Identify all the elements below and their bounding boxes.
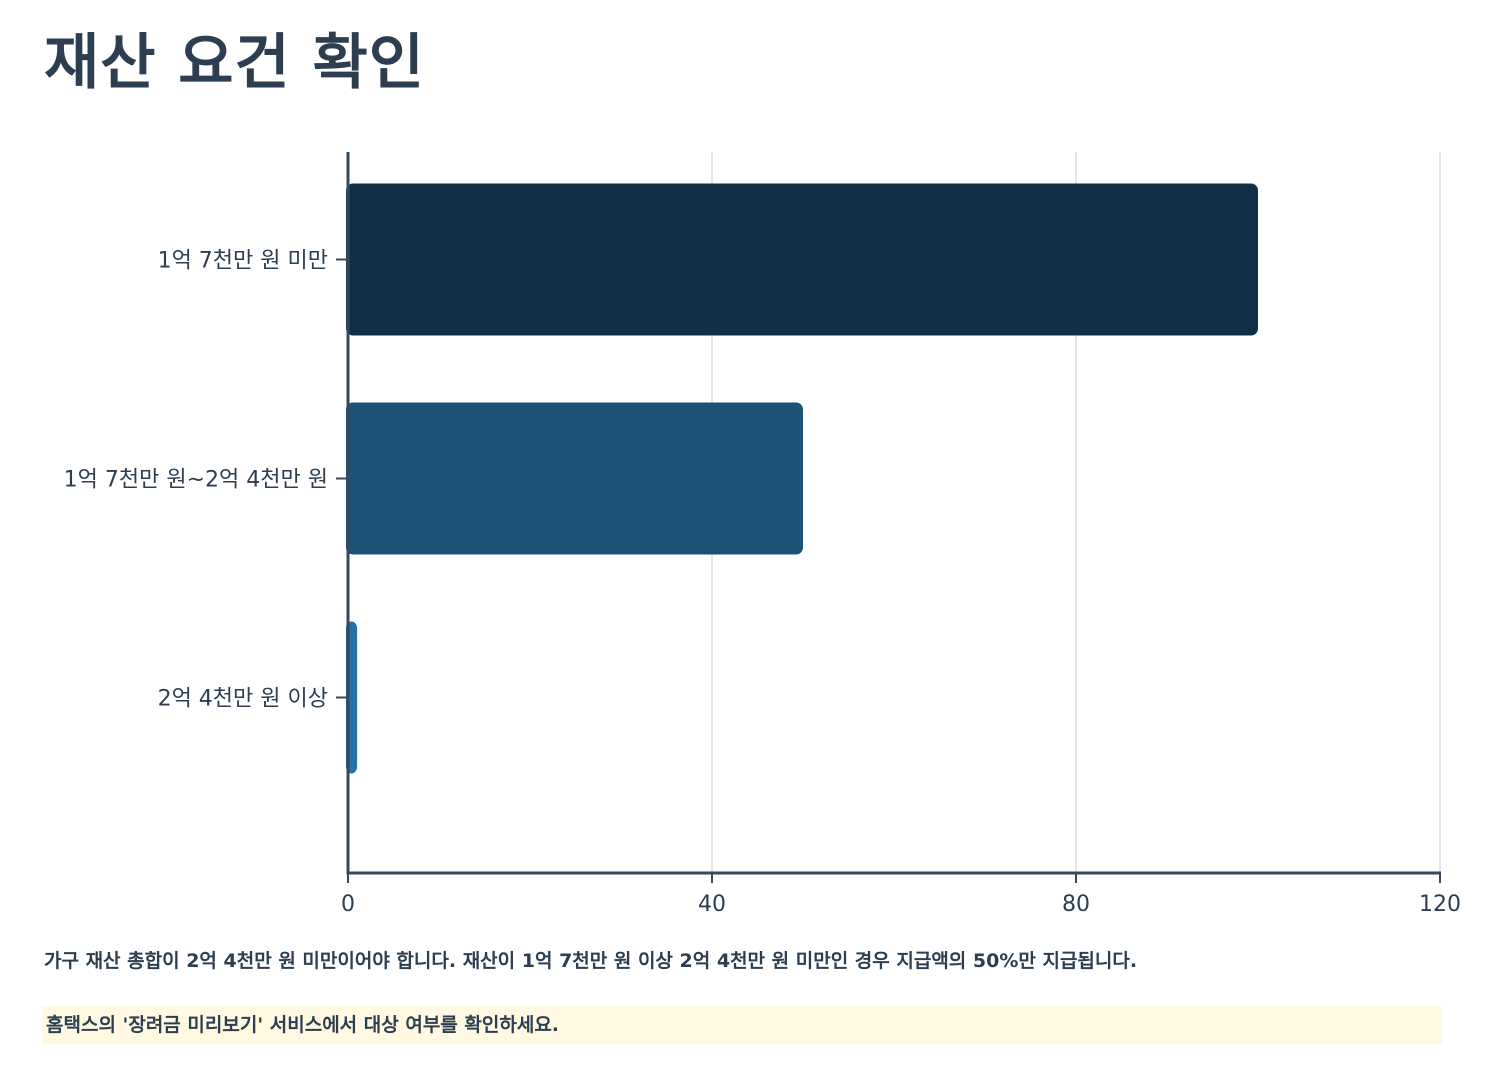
axes bbox=[336, 152, 1441, 883]
y-tick-label: 1억 7천만 원~2억 4천만 원 bbox=[64, 468, 328, 493]
tick-labels: 0 40 80 120 1억 7천만 원 미만 1억 7천만 원~2억 4천만 원 2억 4… bbox=[64, 249, 1461, 918]
bar bbox=[346, 183, 1258, 336]
x-tick-label: 0 bbox=[341, 892, 355, 917]
x-tick-label: 80 bbox=[1062, 892, 1090, 917]
x-tick-label: 120 bbox=[1419, 892, 1461, 917]
page-title: 재산 요건 확인 bbox=[44, 28, 425, 98]
y-tick-label: 2억 4천만 원 이상 bbox=[158, 687, 328, 712]
bar bbox=[346, 402, 803, 555]
hometax-note: 홈택스의 '장려금 미리보기' 서비스에서 대상 여부를 확인하세요. bbox=[42, 1006, 1442, 1044]
y-tick-label: 1억 7천만 원 미만 bbox=[158, 249, 328, 274]
bars bbox=[346, 183, 1258, 774]
eligibility-description: 가구 재산 총합이 2억 4천만 원 미만이어야 합니다. 재산이 1억 7천만… bbox=[44, 950, 1138, 972]
x-tick-label: 40 bbox=[698, 892, 726, 917]
bar-chart: 0 40 80 120 1억 7천만 원 미만 1억 7천만 원~2억 4천만 원 2억 4… bbox=[64, 152, 1461, 918]
